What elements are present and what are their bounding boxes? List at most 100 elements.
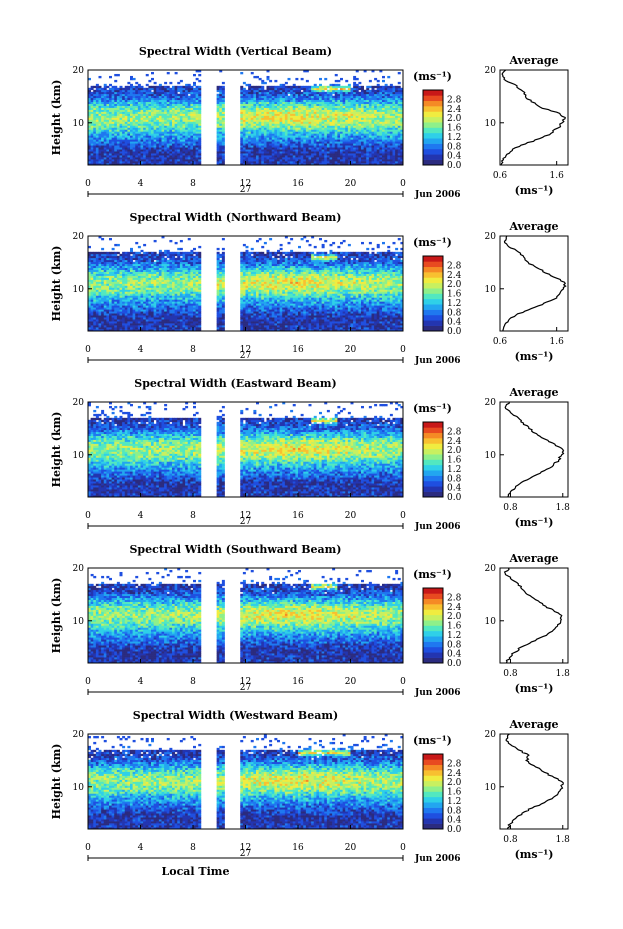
heatmap-cell	[285, 86, 288, 88]
heatmap-cell	[374, 86, 377, 88]
x-tick-label: 4	[138, 179, 144, 189]
heatmap-cell	[96, 84, 99, 86]
heatmap-cell	[345, 90, 348, 92]
heatmap-cell	[377, 80, 380, 82]
heatmap-cell	[217, 86, 220, 88]
heatmap-cell	[125, 86, 128, 88]
heatmap-cell	[314, 84, 317, 86]
heatmap-cell	[109, 252, 112, 254]
heatmap-cell	[104, 84, 107, 86]
heatmap-cell	[322, 86, 325, 88]
heatmap-cell	[280, 84, 283, 86]
heatmap-cell	[345, 86, 348, 88]
heatmap-cell	[135, 82, 138, 84]
x-tick-label: 20	[345, 179, 357, 189]
heatmap-cell	[358, 92, 361, 94]
heatmap-cell	[190, 86, 193, 88]
x-tick-label: 8	[190, 179, 196, 189]
heatmap-cell	[274, 80, 277, 82]
heatmap-cell	[148, 80, 151, 82]
x-tick-label: 0	[400, 179, 406, 189]
heatmap-cell	[366, 86, 369, 88]
heatmap-cell	[356, 78, 359, 80]
heatmap-cell	[164, 86, 167, 88]
heatmap-cell	[135, 86, 138, 88]
average-y-tick-label: 10	[485, 119, 497, 129]
heatmap-cell	[385, 84, 388, 86]
heatmap-cell	[101, 238, 104, 240]
heatmap-cell	[269, 80, 272, 82]
heatmap-cell	[180, 86, 183, 88]
y-axis-label: Height (km)	[50, 80, 63, 156]
heatmap-cell	[99, 86, 102, 88]
average-profile-line	[501, 70, 565, 165]
heatmap-cell	[327, 86, 330, 88]
heatmap-cell	[332, 84, 335, 86]
heatmap-cell	[175, 86, 178, 88]
heatmap-cell	[114, 80, 117, 82]
heatmap-cell	[167, 86, 170, 88]
heatmap-cell	[154, 86, 157, 88]
heatmap-cell	[387, 76, 390, 78]
heatmap-cell	[101, 248, 104, 250]
heatmap-cell	[259, 86, 262, 88]
figure: Spectral Width (Vertical Beam)2010Height…	[0, 0, 623, 929]
heatmap-cell	[264, 82, 267, 84]
heatmap-cell	[240, 86, 243, 88]
heatmap-cell	[382, 80, 385, 82]
heatmap-cell	[261, 86, 264, 88]
average-x-tick-label: 0.6	[493, 171, 508, 181]
heatmap-cell	[269, 86, 272, 88]
colorbar-tick-label: 0.0	[447, 161, 462, 171]
heatmap-cell	[301, 78, 304, 80]
heatmap-cell	[193, 74, 196, 76]
heatmap-cell	[133, 78, 136, 80]
day-label: 27	[240, 185, 252, 195]
heatmap-cell	[109, 238, 112, 240]
heatmap-cell	[285, 82, 288, 84]
heatmap-cell	[340, 86, 343, 88]
heatmap-cell	[104, 252, 107, 254]
heatmap-cell	[96, 252, 99, 254]
heatmap-cell	[290, 86, 293, 88]
date-label: Jun 2006	[414, 190, 461, 200]
heatmap-cell	[106, 86, 109, 88]
heatmap-cell	[288, 78, 291, 80]
heatmap-cell	[274, 86, 277, 88]
y-tick-label: 20	[73, 66, 85, 76]
heatmap-cell	[133, 86, 136, 88]
heatmap-cell	[343, 86, 346, 88]
heatmap-cell	[369, 90, 372, 92]
heatmap-cell	[301, 86, 304, 88]
heatmap-cell	[319, 84, 322, 86]
heatmap-cell	[282, 84, 285, 86]
heatmap-cell	[146, 74, 149, 76]
heatmap-cell	[117, 244, 120, 246]
colorbar-swatch	[423, 101, 443, 107]
heatmap-cell	[222, 82, 225, 84]
heatmap-cell	[261, 80, 264, 82]
heatmap-cell	[345, 80, 348, 82]
heatmap-cell	[267, 76, 270, 78]
heatmap-cell	[374, 90, 377, 92]
heatmap-cell	[93, 252, 96, 254]
heatmap-cell	[332, 96, 335, 98]
colorbar-unit: (ms⁻¹)	[413, 70, 452, 83]
heatmap-cell	[293, 84, 296, 86]
heatmap-cell	[335, 74, 338, 76]
heatmap-cell	[222, 86, 225, 88]
heatmap-cell	[398, 72, 401, 74]
heatmap-cell	[264, 90, 267, 92]
heatmap-cell	[393, 86, 396, 88]
heatmap-cell	[335, 84, 338, 86]
heatmap-cell	[162, 86, 165, 88]
colorbar-swatch	[423, 144, 443, 150]
heatmap-cell	[193, 82, 196, 84]
average-unit-label: (ms⁻¹)	[515, 184, 554, 197]
heatmap-cell	[379, 86, 382, 88]
colorbar-swatch	[423, 90, 443, 96]
heatmap-cell	[309, 86, 312, 88]
heatmap-cell	[248, 84, 251, 86]
average-y-tick-label: 20	[485, 66, 497, 76]
heatmap-cell	[303, 86, 306, 88]
